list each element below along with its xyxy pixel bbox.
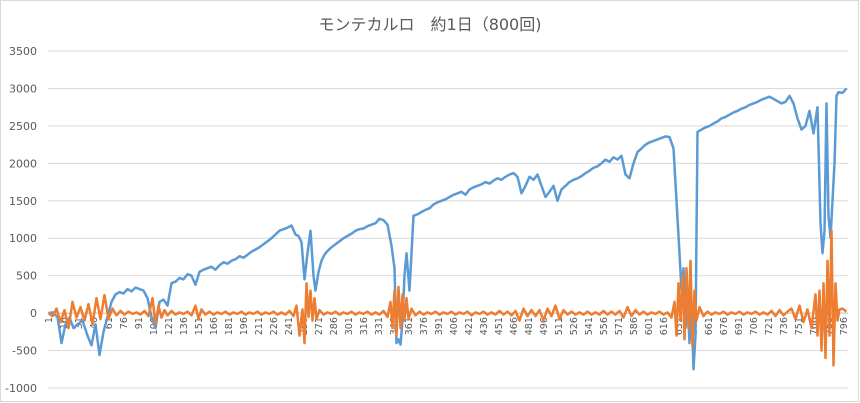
x-tick-label: 376	[419, 317, 430, 335]
x-tick-label: 211	[254, 317, 265, 335]
x-tick-label: 1	[44, 317, 55, 323]
x-tick-label: 406	[449, 317, 460, 335]
x-tick-label: 616	[659, 317, 670, 335]
x-tick-label: 331	[374, 317, 385, 335]
x-tick-label: 421	[464, 317, 475, 335]
x-tick-label: 241	[284, 317, 295, 335]
x-tick-label: 136	[179, 317, 190, 335]
y-tick-label: 2500	[9, 120, 37, 133]
x-tick-label: 541	[584, 317, 595, 335]
x-tick-label: 466	[509, 317, 520, 335]
x-tick-label: 676	[719, 317, 730, 335]
x-tick-label: 631	[674, 317, 685, 335]
x-tick-label: 46	[89, 317, 100, 329]
x-tick-label: 601	[644, 317, 655, 335]
x-tick-label: 496	[539, 317, 550, 335]
x-tick-label: 226	[269, 317, 280, 335]
x-tick-label: 61	[104, 317, 115, 329]
x-tick-label: 181	[224, 317, 235, 335]
x-tick-label: 166	[209, 317, 220, 335]
x-tick-label: 736	[779, 317, 790, 335]
y-tick-label: -1000	[5, 382, 37, 395]
x-tick-label: 661	[704, 317, 715, 335]
gridlines	[48, 50, 848, 389]
x-tick-label: 511	[554, 317, 565, 335]
y-tick-label: 3000	[9, 82, 37, 95]
x-tick-label: 691	[734, 317, 745, 335]
y-tick-label: 0	[30, 307, 37, 320]
chart-title: モンテカルロ 約1日（800回)	[318, 15, 542, 34]
x-tick-label: 121	[164, 317, 175, 335]
series-line-1	[48, 87, 848, 371]
y-tick-label: 1500	[9, 195, 37, 208]
x-tick-label: 361	[404, 317, 415, 335]
series-layer	[47, 87, 848, 371]
x-tick-label: 571	[614, 317, 625, 335]
x-tick-label: 796	[839, 317, 850, 335]
x-tick-label: 16	[59, 317, 70, 329]
y-tick-label: 500	[16, 270, 37, 283]
x-tick-label: 526	[569, 317, 580, 335]
y-tick-label: 1000	[9, 232, 37, 245]
y-axis-labels: -1000 -500 0 500 1000 1500 2000 2500 3000 3500	[5, 45, 37, 395]
x-tick-label: 271	[314, 317, 325, 335]
x-tick-label: 286	[329, 317, 340, 335]
x-tick-label: 586	[629, 317, 640, 335]
x-axis-labels: 1 16 31 46 61 76 91 106 121 136 151 166 181 196 211 226…	[44, 317, 850, 335]
x-tick-label: 751	[794, 317, 805, 335]
x-tick-label: 436	[479, 317, 490, 335]
x-tick-label: 151	[194, 317, 205, 335]
x-tick-label: 556	[599, 317, 610, 335]
y-tick-label: 2000	[9, 157, 37, 170]
x-tick-label: 91	[134, 317, 145, 329]
x-tick-label: 721	[764, 317, 775, 335]
x-tick-label: 706	[749, 317, 760, 335]
x-tick-label: 301	[344, 317, 355, 335]
x-tick-label: 196	[239, 317, 250, 335]
x-tick-label: 316	[359, 317, 370, 335]
x-tick-label: 766	[809, 317, 820, 335]
x-tick-label: 481	[524, 317, 535, 335]
x-tick-label: 346	[389, 317, 400, 335]
x-tick-label: 76	[119, 317, 130, 329]
series-line-2	[47, 229, 848, 367]
y-tick-label: -500	[12, 345, 37, 358]
x-tick-label: 391	[434, 317, 445, 335]
y-tick-label: 3500	[9, 45, 37, 58]
x-tick-label: 451	[494, 317, 505, 335]
